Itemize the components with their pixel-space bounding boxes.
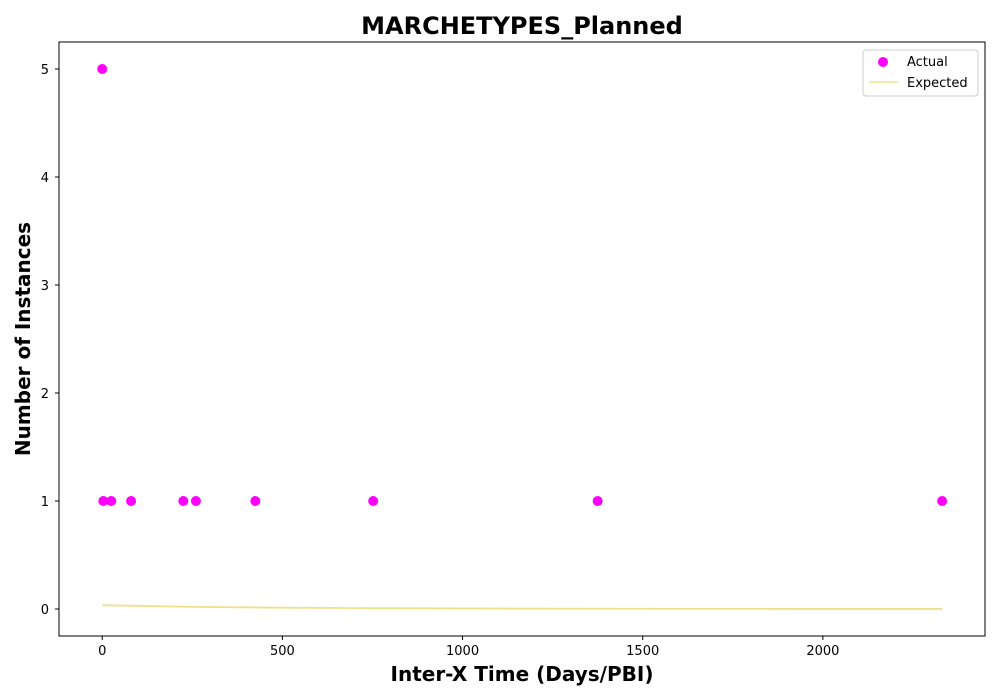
plot-area <box>58 41 986 637</box>
y-tick-label: 2 <box>41 387 49 402</box>
legend-marker-actual <box>878 57 888 67</box>
legend-label-actual: Actual <box>907 55 948 70</box>
legend-box <box>862 49 979 97</box>
x-tick-label: 1000 <box>446 644 479 659</box>
actual-point <box>98 496 109 506</box>
actual-point <box>592 496 603 506</box>
actual-point <box>190 496 201 506</box>
y-tick-label: 0 <box>41 603 49 618</box>
x-tick-label: 1500 <box>626 644 659 659</box>
actual-point <box>937 496 948 506</box>
actual-point <box>126 496 137 506</box>
legend: Actual Expected <box>862 49 979 97</box>
x-tick-label: 2000 <box>806 644 839 659</box>
legend-label-expected: Expected <box>907 76 968 91</box>
x-tick-label: 500 <box>270 644 295 659</box>
y-axis-label: Number of Instances <box>11 222 35 456</box>
x-tick-label: 0 <box>98 644 106 659</box>
chart-title: MARCHETYPES_Planned <box>361 12 683 40</box>
actual-point <box>97 64 108 74</box>
series-layer <box>97 64 948 610</box>
y-tick-label: 4 <box>41 171 49 186</box>
actual-point <box>106 496 117 506</box>
x-axis-ticks: 0 500 1000 1500 2000 <box>98 636 839 659</box>
y-tick-label: 3 <box>41 279 49 294</box>
y-tick-label: 5 <box>41 63 49 78</box>
actual-point <box>250 496 261 506</box>
y-tick-label: 1 <box>41 495 49 510</box>
actual-point <box>368 496 379 506</box>
expected-line <box>102 604 943 610</box>
actual-point <box>178 496 189 506</box>
x-axis-label: Inter-X Time (Days/PBI) <box>391 662 654 686</box>
y-axis-ticks: 0 1 2 3 4 5 <box>41 63 59 618</box>
